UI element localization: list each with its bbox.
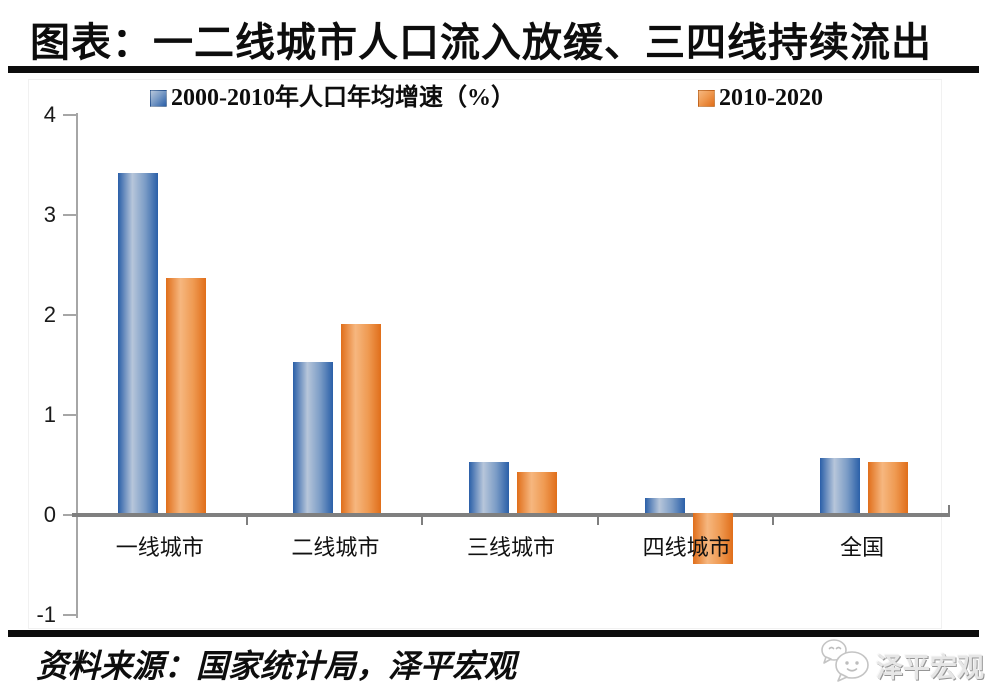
legend-label: 2000-2010年人口年均增速（%）: [171, 85, 515, 111]
bar: [644, 498, 685, 513]
x-axis-tick: [948, 505, 950, 517]
chart-title: 图表：一二线城市人口流入放缓、三四线持续流出: [30, 20, 932, 65]
y-tick-label: -1: [36, 602, 56, 627]
y-tick-mark: [63, 414, 77, 416]
y-tick-mark: [63, 214, 77, 216]
watermark-label: 泽平宏观: [876, 653, 984, 683]
legend-label: 2010-2020: [719, 85, 823, 111]
category-label: 一线城市: [115, 535, 204, 560]
legend-swatch-blue-icon: [150, 90, 167, 107]
legend-swatch-orange-icon: [698, 90, 715, 107]
bar: [117, 173, 158, 513]
bar: [165, 278, 206, 513]
y-tick-label: 0: [43, 502, 56, 527]
x-axis-tick: [421, 513, 424, 525]
x-axis-tick: [245, 513, 248, 525]
wechat-chat-bubbles-icon: [821, 639, 869, 682]
y-axis-line: [76, 113, 78, 618]
y-tick-mark: [63, 514, 77, 516]
bar: [293, 362, 334, 513]
y-tick-mark: [63, 114, 77, 116]
category-label: 四线城市: [642, 535, 731, 560]
bar: [868, 462, 909, 513]
bar: [820, 458, 861, 513]
x-axis-line: [72, 513, 950, 517]
bar: [469, 462, 509, 513]
bar: [517, 472, 557, 513]
chart-frame: [28, 79, 942, 629]
y-tick-mark: [63, 614, 77, 616]
y-tick-label: 2: [43, 302, 56, 327]
bar: [692, 513, 733, 564]
title-divider-line: [8, 66, 979, 73]
x-axis-tick: [772, 513, 775, 525]
y-tick-label: 3: [43, 202, 56, 227]
category-label: 二线城市: [291, 535, 380, 560]
source-note: 资料来源：国家统计局，泽平宏观: [36, 648, 517, 684]
x-axis-tick: [596, 513, 599, 525]
category-label: 全国: [840, 535, 885, 560]
footer-divider-line: [8, 630, 979, 637]
category-label: 三线城市: [466, 535, 555, 560]
bar: [341, 324, 382, 513]
y-tick-label: 1: [43, 402, 56, 427]
brand-watermark: 泽平宏观: [820, 638, 984, 690]
y-tick-label: 4: [43, 102, 56, 127]
y-tick-mark: [63, 314, 77, 316]
